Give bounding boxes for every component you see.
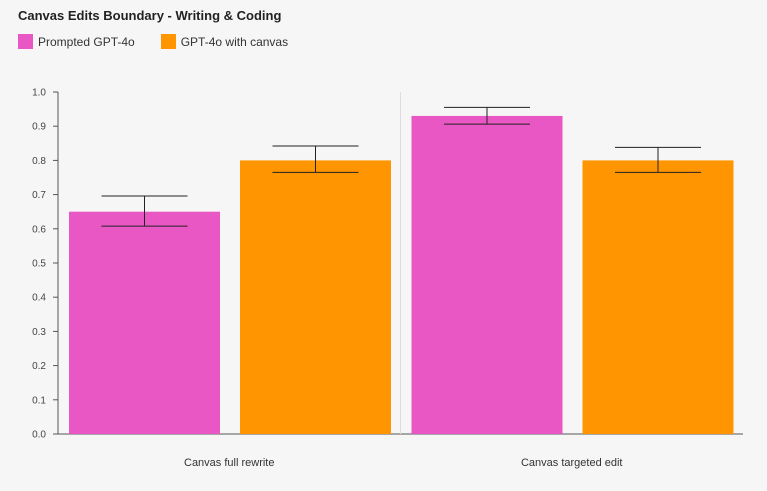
y-tick-label: 0.4 [32, 293, 46, 304]
y-tick-label: 0.6 [32, 224, 46, 235]
bar [69, 211, 220, 434]
legend-label-gpt-4o-with-canvas: GPT-4o with canvas [180, 34, 289, 49]
y-tick-label: 0.5 [32, 259, 46, 270]
legend-swatch-prompted-gpt-4o [18, 34, 33, 49]
y-tick-label: 0.1 [32, 395, 46, 406]
y-tick-label: 0.0 [32, 430, 46, 441]
y-tick-label: 0.8 [32, 156, 46, 167]
chart-legend: Prompted GPT-4o GPT-4o with canvas [18, 34, 314, 49]
y-tick-label: 0.9 [32, 122, 46, 133]
legend-label-prompted-gpt-4o: Prompted GPT-4o [38, 34, 135, 49]
y-tick-label: 1.0 [32, 88, 46, 99]
bar [411, 115, 563, 434]
y-tick-label: 0.2 [32, 361, 46, 372]
x-category-label: Canvas full rewrite [184, 457, 274, 469]
legend-item-prompted-gpt-4o: Prompted GPT-4o [18, 34, 135, 49]
y-tick-label: 0.3 [32, 327, 46, 338]
bar [240, 160, 391, 434]
chart-title: Canvas Edits Boundary - Writing & Coding [18, 8, 282, 23]
y-tick-label: 0.7 [32, 190, 46, 201]
legend-swatch-gpt-4o-with-canvas [160, 34, 176, 49]
bar [582, 160, 734, 434]
legend-item-gpt-4o-with-canvas: GPT-4o with canvas [160, 34, 289, 49]
x-category-label: Canvas targeted edit [521, 457, 623, 469]
